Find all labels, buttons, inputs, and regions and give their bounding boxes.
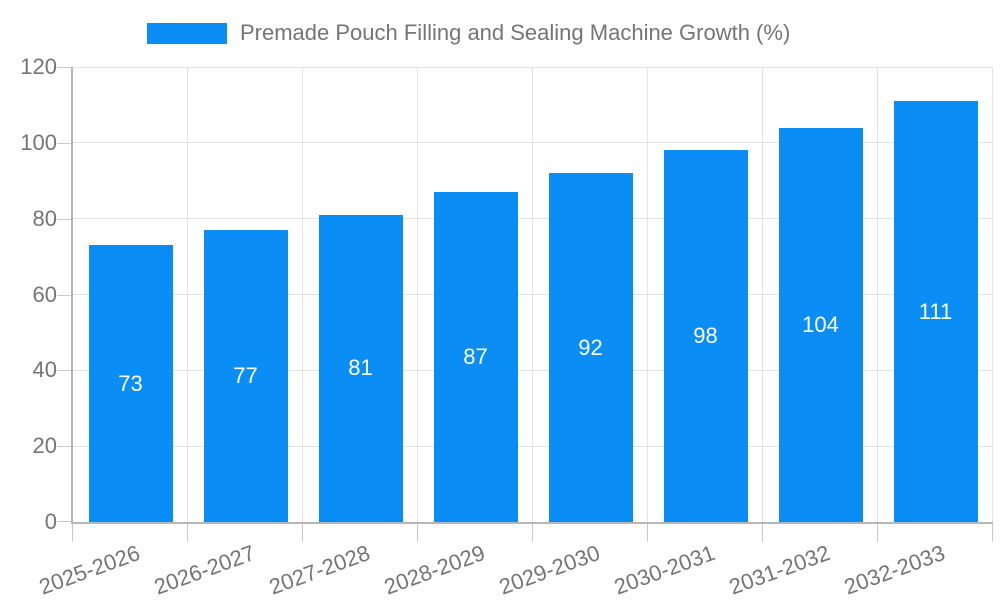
x-axis-tick xyxy=(992,524,993,542)
y-tick-label: 100 xyxy=(20,129,57,155)
x-axis-tick xyxy=(532,524,533,542)
y-axis-tick xyxy=(57,370,71,372)
x-axis-tick xyxy=(417,524,418,542)
v-gridline xyxy=(532,67,533,522)
h-gridline xyxy=(73,218,993,220)
v-gridline xyxy=(302,67,303,522)
x-axis-line xyxy=(71,522,993,524)
y-tick-label: 80 xyxy=(32,205,57,231)
x-axis-tick xyxy=(187,524,188,542)
bar: 77 xyxy=(203,230,288,522)
bar-value-label: 77 xyxy=(233,363,258,389)
bar-value-label: 104 xyxy=(802,311,839,337)
v-gridline xyxy=(647,67,648,522)
h-gridline xyxy=(73,445,993,447)
y-axis-tick xyxy=(57,142,71,144)
bar: 98 xyxy=(663,150,748,522)
chart-legend[interactable]: Premade Pouch Filling and Sealing Machin… xyxy=(147,20,790,46)
y-axis-tick xyxy=(57,521,71,522)
y-axis-tick xyxy=(57,446,71,448)
bar: 81 xyxy=(318,214,403,522)
x-axis-tick xyxy=(647,524,648,542)
h-gridline xyxy=(73,66,993,68)
bar: 73 xyxy=(88,245,173,522)
v-gridline xyxy=(762,67,763,522)
bar-value-label: 81 xyxy=(348,355,373,381)
x-axis-tick xyxy=(877,524,878,542)
x-axis-tick xyxy=(72,524,73,542)
v-gridline xyxy=(992,67,993,522)
bar-value-label: 98 xyxy=(693,323,718,349)
y-axis-line xyxy=(71,67,73,524)
bar: 92 xyxy=(548,173,633,522)
legend-label: Premade Pouch Filling and Sealing Machin… xyxy=(240,20,791,45)
y-axis-tick xyxy=(57,218,71,220)
y-tick-label: 0 xyxy=(44,509,57,534)
bar: 111 xyxy=(893,101,978,522)
y-tick-label: 60 xyxy=(32,281,57,307)
bar: 87 xyxy=(433,192,518,522)
h-gridline xyxy=(73,294,993,295)
v-gridline xyxy=(187,67,188,522)
bar-value-label: 111 xyxy=(918,298,953,324)
y-tick-label: 120 xyxy=(20,54,57,79)
h-gridline xyxy=(73,369,993,371)
x-axis-tick xyxy=(762,524,763,542)
y-axis-tick xyxy=(57,67,71,68)
v-gridline xyxy=(877,67,878,522)
x-axis-tick xyxy=(302,524,303,542)
y-axis-tick xyxy=(57,294,71,296)
bar: 104 xyxy=(778,127,863,522)
bar-value-label: 73 xyxy=(118,370,143,396)
y-tick-label: 40 xyxy=(32,357,57,383)
h-gridline xyxy=(73,142,993,144)
plot-area: 0 20 40 60 80 100 120 73 2025-2026 77 2026-2027 81 2… xyxy=(20,54,993,600)
bar-value-label: 87 xyxy=(463,344,488,370)
y-tick-label: 20 xyxy=(32,433,57,459)
v-gridline xyxy=(417,67,418,522)
bar-value-label: 92 xyxy=(578,334,603,360)
legend-swatch xyxy=(147,22,227,44)
